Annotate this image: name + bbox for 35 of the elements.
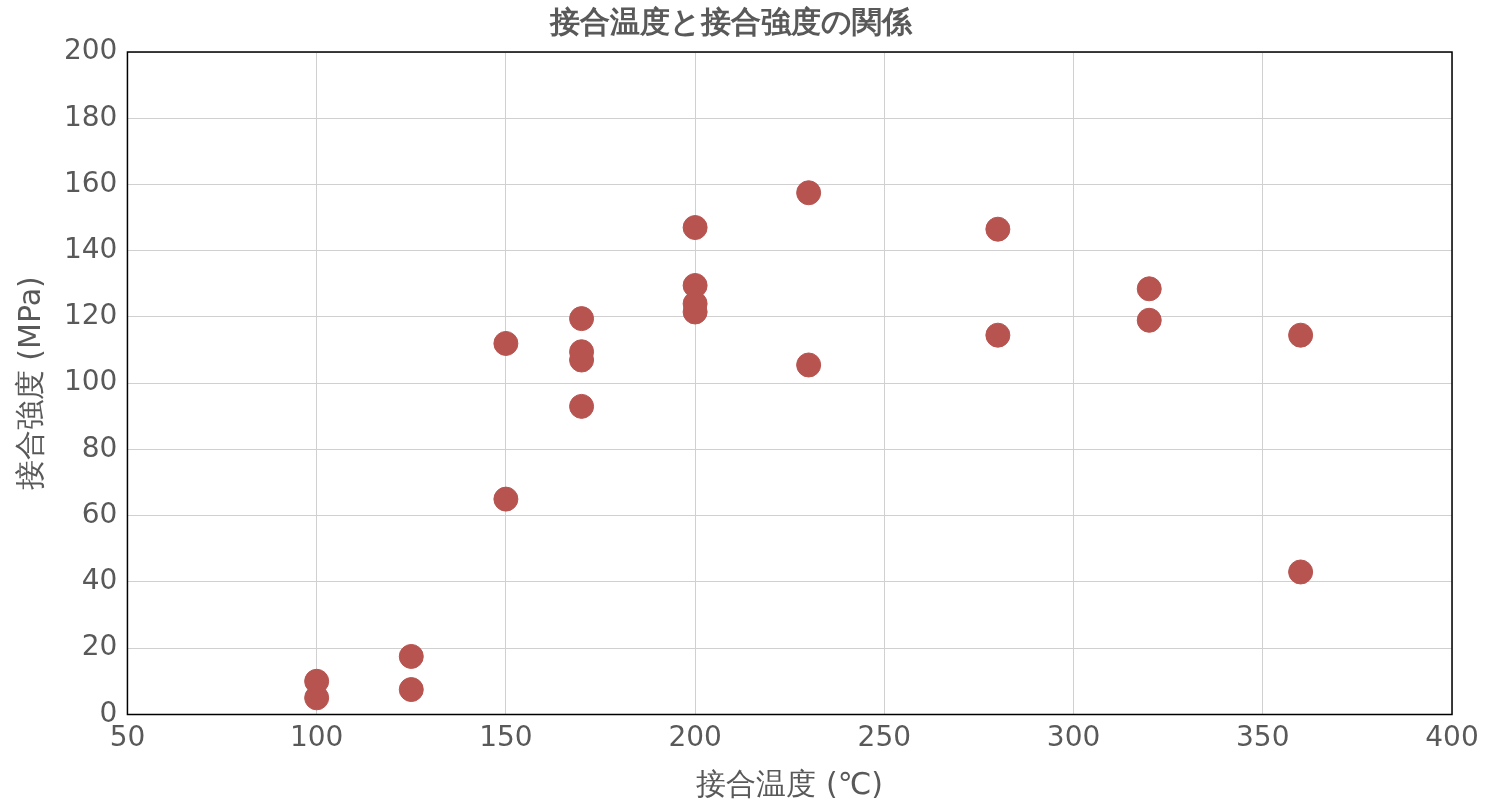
x-tick-label: 400 (1425, 720, 1479, 754)
x-tick-label: 300 (1046, 720, 1101, 754)
y-tick-label: 100 (63, 364, 118, 398)
point (1288, 322, 1314, 348)
point (1136, 276, 1162, 302)
point (682, 215, 708, 241)
point (493, 330, 519, 356)
point (796, 180, 822, 206)
point (493, 486, 519, 512)
y-tick-label: 60 (81, 496, 118, 530)
x-tick-label: 250 (857, 720, 912, 754)
y-axis-title: 接合強度 (MPa) (11, 276, 47, 491)
x-tick-label: 100 (289, 720, 344, 754)
point (985, 322, 1011, 348)
y-tick-label: 200 (63, 33, 118, 67)
point (398, 643, 424, 669)
point (1288, 559, 1314, 585)
x-tick-label: 150 (479, 720, 533, 754)
x-tick-label: 350 (1236, 720, 1290, 754)
chart-title: 接合温度と接合強度の関係 (549, 3, 913, 39)
point (985, 216, 1011, 242)
x-tick-label: 200 (668, 720, 722, 754)
point (398, 677, 424, 703)
point (569, 393, 595, 419)
point (796, 352, 822, 378)
x-axis-title: 接合温度 (℃) (696, 765, 884, 801)
y-tick-label: 120 (63, 298, 118, 332)
y-tick-label: 40 (81, 563, 118, 597)
y-tick-label: 20 (81, 629, 118, 663)
y-tick-label: 160 (63, 165, 118, 199)
y-tick-label: 140 (63, 232, 118, 265)
point (1136, 307, 1162, 333)
y-tick-label: 180 (63, 99, 118, 133)
point (569, 306, 595, 332)
y-tick-label: 80 (81, 430, 118, 464)
